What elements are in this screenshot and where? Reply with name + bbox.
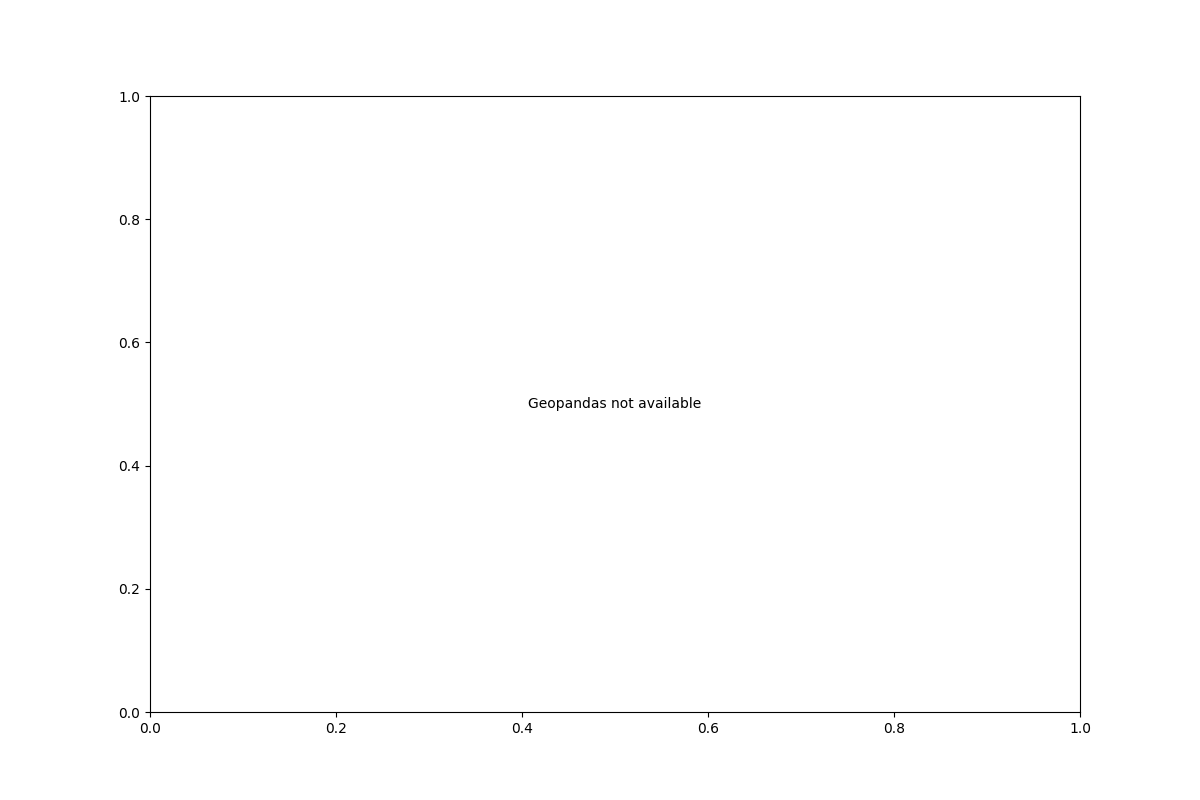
Text: Geopandas not available: Geopandas not available [528,397,702,411]
